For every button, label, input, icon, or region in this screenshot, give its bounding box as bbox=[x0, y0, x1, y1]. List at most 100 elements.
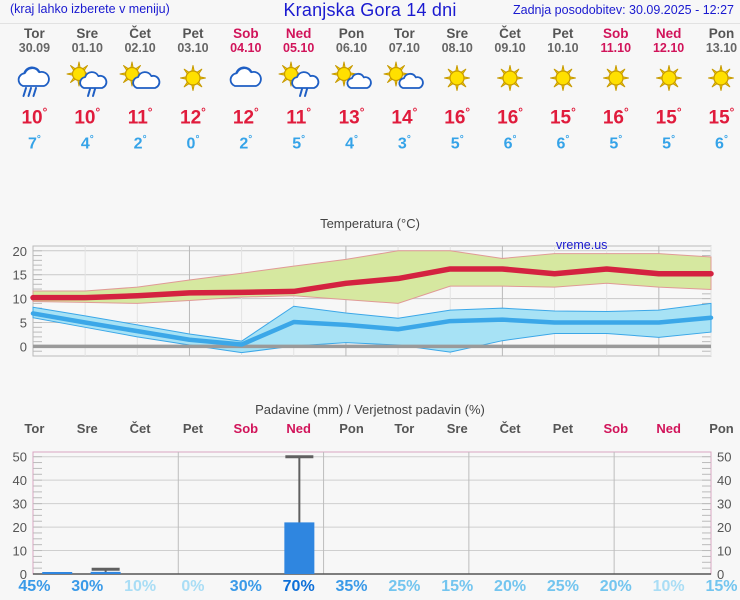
day-column[interactable]: Pet 10.10 15° 6° bbox=[537, 26, 590, 155]
sun-icon bbox=[431, 59, 484, 99]
day-column[interactable]: Sre 01.10 10° 4° bbox=[61, 26, 114, 155]
precip-probability: 20% bbox=[494, 578, 527, 595]
day-column[interactable]: Pon 13.10 15° 6° bbox=[695, 26, 740, 155]
precip-day-label: Tor bbox=[24, 421, 45, 436]
day-date: 07.10 bbox=[388, 41, 420, 55]
sun-icon bbox=[589, 59, 642, 99]
day-column[interactable]: Čet 02.10 11° 2° bbox=[114, 26, 167, 155]
max-temperature: 15° bbox=[655, 106, 682, 129]
day-date: 30.09 bbox=[18, 41, 51, 55]
svg-text:30: 30 bbox=[717, 497, 731, 512]
precipitation-chart: Padavine (mm) / Verjetnost padavin (%) T… bbox=[0, 402, 740, 600]
max-temperature: 10° bbox=[74, 106, 101, 129]
day-column[interactable]: Sob 04.10 12° 2° bbox=[219, 26, 272, 155]
min-temperature: 6° bbox=[503, 134, 517, 153]
day-column[interactable]: Tor 30.09 10° 7° bbox=[8, 26, 61, 155]
day-name: Pon bbox=[338, 26, 365, 41]
day-name: Tor bbox=[24, 26, 45, 41]
precip-day-label: Ned bbox=[286, 421, 311, 436]
svg-text:50: 50 bbox=[13, 450, 27, 465]
precip-day-label: Tor bbox=[394, 421, 415, 436]
temperature-chart: Temperatura (°C) 0 5 10 15 20 bbox=[0, 216, 740, 386]
min-temperature: 5° bbox=[450, 134, 464, 153]
precip-probability: 0% bbox=[181, 578, 205, 595]
sun-icon bbox=[695, 59, 740, 99]
cloudy-icon bbox=[219, 59, 272, 99]
precip-day-label: Pet bbox=[182, 421, 204, 436]
day-column[interactable]: Pon 06.10 13° 4° bbox=[325, 26, 378, 155]
day-name: Ned bbox=[655, 26, 682, 41]
min-temperature: 4° bbox=[345, 134, 358, 153]
precip-probability: 15% bbox=[705, 578, 738, 595]
day-date: 05.10 bbox=[283, 41, 315, 55]
svg-text:20: 20 bbox=[13, 244, 27, 259]
svg-text:0: 0 bbox=[717, 567, 724, 582]
day-date: 08.10 bbox=[441, 41, 473, 55]
max-temperature: 12° bbox=[232, 106, 259, 129]
precip-day-label: Sob bbox=[233, 421, 259, 436]
precip-probability: 10% bbox=[124, 578, 157, 595]
svg-text:40: 40 bbox=[13, 473, 27, 488]
precip-day-label: Pon bbox=[339, 421, 364, 436]
page-title[interactable]: Kranjska Gora 14 dni bbox=[283, 0, 457, 20]
watermark-label: vreme.us bbox=[556, 238, 608, 252]
precip-day-label: Sre bbox=[76, 421, 98, 436]
day-name: Tor bbox=[393, 26, 415, 41]
day-date: 11.10 bbox=[600, 41, 632, 55]
precip-probability: 30% bbox=[71, 578, 104, 595]
precip-day-label: Pet bbox=[552, 421, 574, 436]
svg-text:0: 0 bbox=[20, 567, 27, 582]
day-name: Sre bbox=[446, 26, 469, 41]
svg-text:10: 10 bbox=[13, 544, 27, 559]
day-date: 09.10 bbox=[494, 41, 526, 55]
header-bar: (kraj lahko izberete v meniju) Kranjska … bbox=[0, 0, 740, 22]
precip-day-label: Čet bbox=[129, 421, 151, 436]
day-column[interactable]: Sre 08.10 16° 5° bbox=[431, 26, 484, 155]
max-temperature: 16° bbox=[602, 106, 629, 129]
precip-day-label: Sob bbox=[603, 421, 629, 436]
day-name: Čet bbox=[499, 26, 521, 41]
precip-probability: 20% bbox=[599, 578, 632, 595]
svg-text:40: 40 bbox=[717, 473, 731, 488]
max-temperature: 14° bbox=[391, 106, 418, 129]
sun-small-cloud-icon bbox=[378, 59, 431, 99]
min-temperature: 4° bbox=[80, 134, 94, 153]
day-name: Pet bbox=[182, 26, 204, 41]
sun-cloud-icon bbox=[114, 59, 167, 99]
day-column[interactable]: Sob 11.10 16° 5° bbox=[589, 26, 642, 155]
precip-day-label: Čet bbox=[499, 421, 521, 436]
day-date: 10.10 bbox=[547, 41, 579, 55]
day-column[interactable]: Ned 12.10 15° 5° bbox=[642, 26, 695, 155]
max-temperature: 16° bbox=[444, 106, 471, 129]
day-name: Sob bbox=[233, 26, 259, 41]
sun-cloud-rain-icon bbox=[61, 59, 114, 99]
min-temperature: 5° bbox=[609, 134, 623, 153]
day-name: Čet bbox=[129, 26, 151, 41]
day-name: Ned bbox=[285, 26, 312, 41]
precip-day-label: Ned bbox=[656, 421, 681, 436]
sun-cloud-rain-icon bbox=[272, 59, 325, 99]
svg-text:5: 5 bbox=[20, 316, 27, 331]
min-temperature: 7° bbox=[27, 134, 41, 153]
max-temperature: 11° bbox=[286, 106, 312, 129]
max-temperature: 15° bbox=[549, 106, 576, 129]
sun-icon bbox=[537, 59, 590, 99]
precip-probability: 70% bbox=[282, 578, 315, 595]
day-column[interactable]: Čet 09.10 16° 6° bbox=[484, 26, 537, 155]
day-column[interactable]: Pet 03.10 12° 0° bbox=[167, 26, 220, 155]
day-date: 06.10 bbox=[335, 41, 368, 55]
precip-day-label: Sre bbox=[446, 421, 468, 436]
day-column[interactable]: Ned 05.10 11° 5° bbox=[272, 26, 325, 155]
sun-icon bbox=[167, 59, 220, 99]
menu-hint-text: (kraj lahko izberete v meniju) bbox=[10, 2, 170, 16]
min-temperature: 2° bbox=[133, 134, 147, 153]
max-temperature: 10° bbox=[21, 106, 48, 129]
day-date: 02.10 bbox=[124, 41, 156, 55]
day-name: Sob bbox=[603, 26, 629, 41]
day-date: 03.10 bbox=[177, 41, 209, 55]
day-column[interactable]: Tor 07.10 14° 3° bbox=[378, 26, 431, 155]
svg-text:10: 10 bbox=[13, 292, 27, 307]
svg-text:10: 10 bbox=[717, 544, 731, 559]
min-temperature: 5° bbox=[292, 134, 306, 153]
precip-probability: 25% bbox=[546, 578, 579, 595]
